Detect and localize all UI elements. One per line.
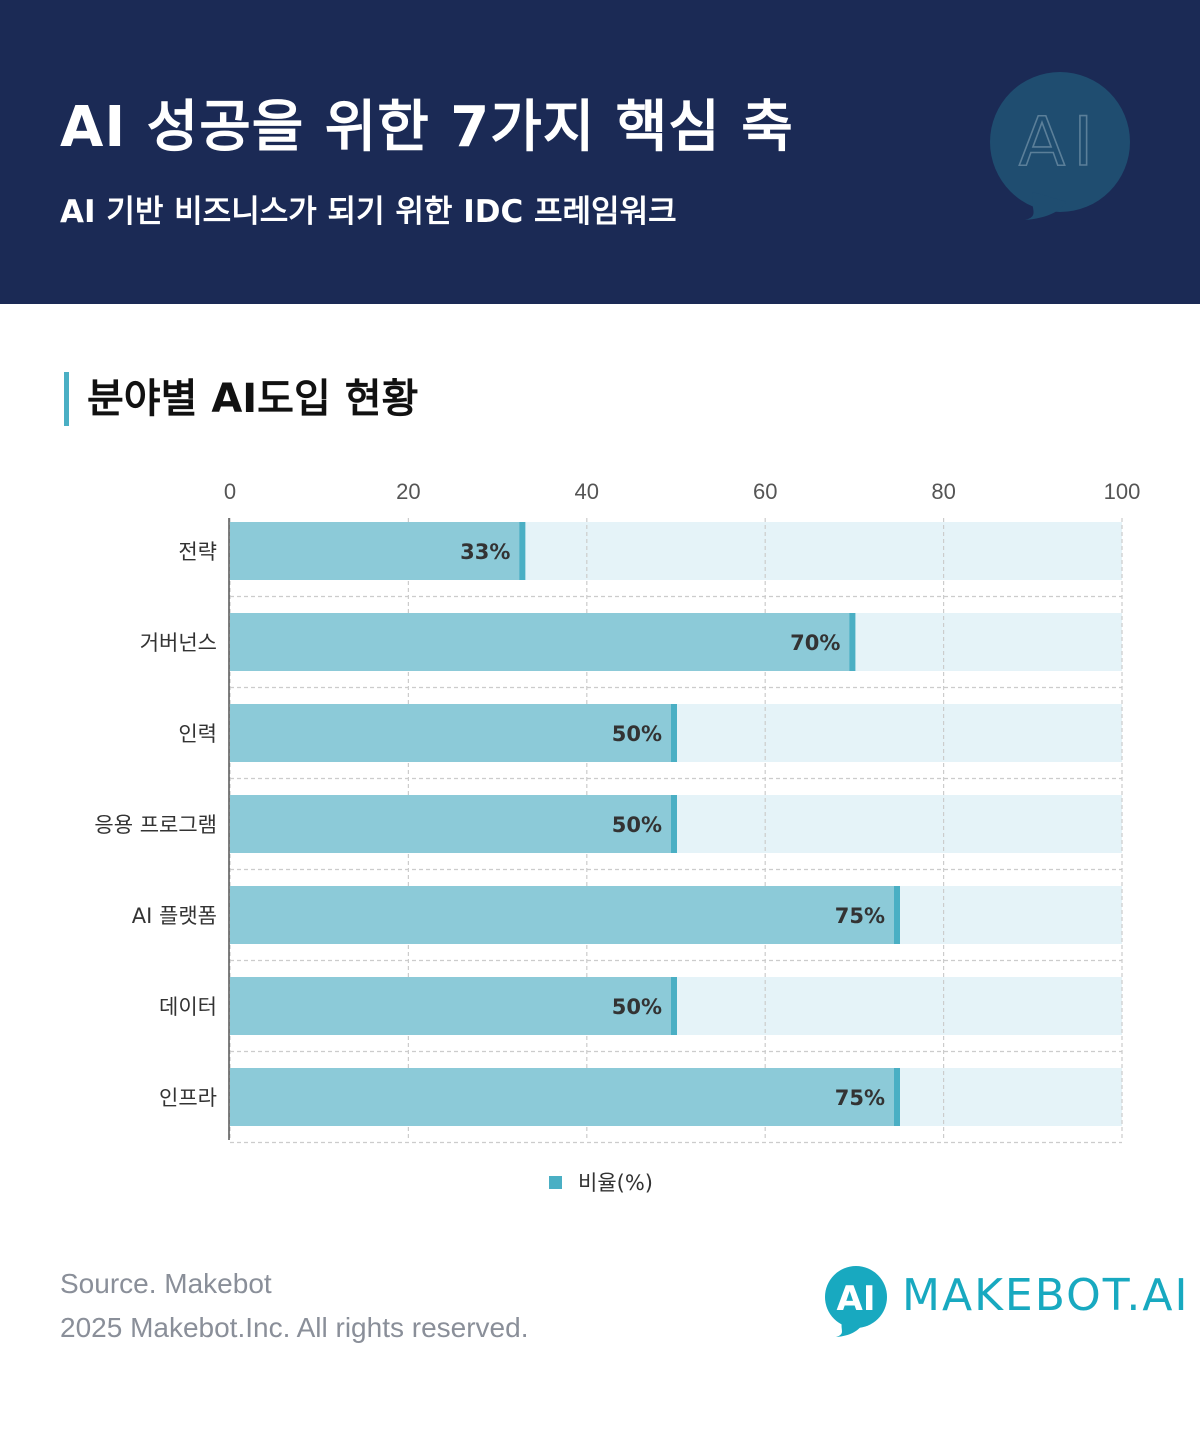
x-tick-label: 80 (931, 479, 955, 504)
badge-text: AI (1019, 103, 1102, 182)
bar (230, 522, 525, 580)
data-label: 50% (612, 995, 662, 1019)
bar-end-marker (894, 1068, 900, 1126)
category-label: 인력 (178, 722, 217, 746)
x-tick-label: 60 (753, 479, 777, 504)
data-label: 33% (460, 540, 510, 564)
x-tick-label: 100 (1104, 479, 1141, 504)
x-tick-label: 20 (396, 479, 420, 504)
data-label: 70% (790, 631, 840, 655)
bar (230, 704, 676, 762)
bar (230, 886, 899, 944)
page-subtitle: AI 기반 비즈니스가 되기 위한 IDC 프레임워크 (60, 194, 677, 230)
bar (230, 977, 676, 1035)
x-tick-label: 40 (575, 479, 599, 504)
logo-text: MAKEBOT.AI (902, 1270, 1190, 1321)
legend-label: 비율(%) (578, 1171, 653, 1195)
bar-end-marker (849, 613, 856, 671)
category-label: 인프라 (159, 1086, 217, 1110)
bar-end-marker (671, 704, 677, 762)
bar-end-marker (671, 977, 677, 1035)
legend-swatch (549, 1175, 562, 1189)
bar (230, 613, 855, 671)
data-label: 50% (612, 813, 662, 837)
footer-source: Source. Makebot (60, 1268, 272, 1299)
makebot-logo: AI MAKEBOT.AI (822, 1264, 1187, 1340)
category-label: AI 플랫폼 (132, 904, 217, 928)
page-title: AI 성공을 위한 7가지 핵심 축 (60, 95, 794, 160)
footer-copyright: 2025 Makebot.Inc. All rights reserved. (60, 1312, 529, 1343)
logo-mark-text: AI (837, 1279, 876, 1319)
bar-chart: 0 20 40 60 80 100 33% 전략 70% 거버넌스 50% 인력 50% 응용 프로그램 7… (94, 479, 1141, 1144)
ai-speech-bubble-icon: AI (990, 72, 1130, 220)
category-label: 전략 (178, 540, 217, 564)
speech-bubble-icon: AI (825, 1266, 887, 1337)
header-banner: AI 성공을 위한 7가지 핵심 축 AI 기반 비즈니스가 되기 위한 IDC… (0, 0, 1200, 304)
bar-end-marker (519, 522, 526, 580)
data-label: 50% (612, 722, 662, 746)
bar-end-marker (894, 886, 900, 944)
bar (230, 795, 676, 853)
bar (230, 1068, 899, 1126)
category-label: 응용 프로그램 (94, 813, 217, 837)
data-label: 75% (835, 1086, 885, 1110)
category-label: 거버넌스 (140, 631, 217, 655)
chart-legend: 비율(%) (549, 1168, 653, 1196)
data-label: 75% (835, 904, 885, 928)
x-tick-label: 0 (224, 479, 236, 504)
category-label: 데이터 (159, 995, 217, 1019)
bar-end-marker (671, 795, 677, 853)
section-title: 분야별 AI도입 현황 (64, 372, 418, 426)
